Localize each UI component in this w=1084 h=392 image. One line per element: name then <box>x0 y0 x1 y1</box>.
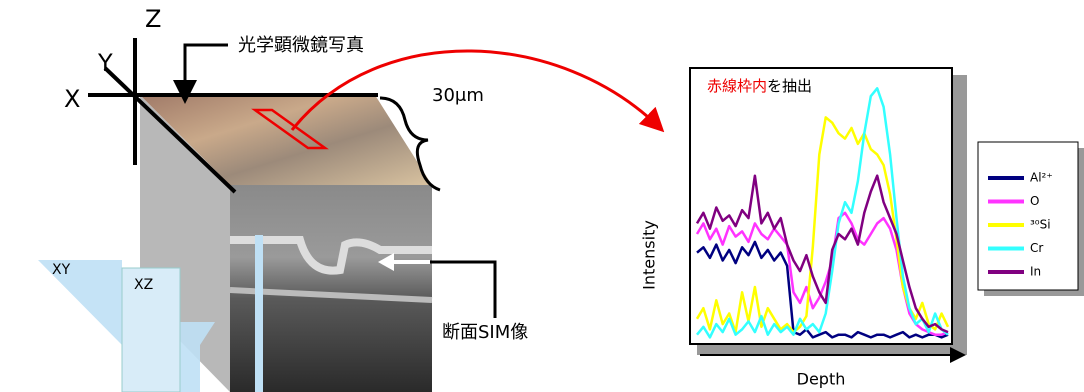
annotation-part: 赤線枠内 <box>707 77 767 95</box>
page: Z Y X XY XZ 光学顕微鏡写真 30μm 断面SIM像 赤線枠内を抽出 … <box>0 0 1084 392</box>
legend-label: Cr <box>1030 241 1043 255</box>
callout-arrow <box>185 45 228 98</box>
legend-label: Al²⁺ <box>1030 171 1053 185</box>
callout-line <box>430 262 495 318</box>
legend <box>978 142 1078 290</box>
plane-label: XY <box>52 262 71 278</box>
plane-strip <box>255 235 263 392</box>
legend-label: O <box>1030 194 1039 208</box>
axis-label: Z <box>145 5 161 33</box>
x-axis-label: Depth <box>797 370 846 389</box>
plot-area <box>690 68 952 344</box>
axis-label: Y <box>97 49 113 77</box>
chart-annotation: 赤線枠内を抽出 <box>707 77 812 95</box>
legend-label: ³⁰Si <box>1030 218 1051 232</box>
callout-label: 光学顕微鏡写真 <box>238 35 364 56</box>
legend-label: In <box>1030 265 1041 279</box>
plane-label: XZ <box>134 277 153 293</box>
annotation-part: を抽出 <box>767 77 812 95</box>
axis-label: X <box>64 85 80 113</box>
scale-label: 30μm <box>432 85 484 106</box>
callout-label: 断面SIM像 <box>442 322 528 343</box>
y-axis-label: Intensity <box>640 220 659 290</box>
